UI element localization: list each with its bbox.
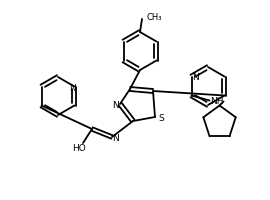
Text: HO: HO bbox=[72, 144, 86, 153]
Text: S: S bbox=[158, 114, 164, 123]
Text: CH₃: CH₃ bbox=[146, 12, 161, 21]
Text: NH: NH bbox=[210, 97, 223, 105]
Text: N: N bbox=[69, 84, 76, 93]
Text: N: N bbox=[192, 73, 199, 82]
Text: N: N bbox=[112, 134, 118, 143]
Text: N: N bbox=[112, 101, 118, 110]
